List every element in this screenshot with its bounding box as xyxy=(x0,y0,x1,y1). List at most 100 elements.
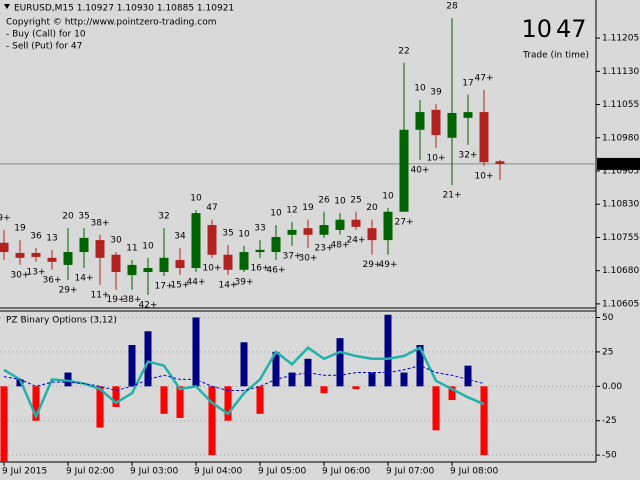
candle-body xyxy=(319,225,329,235)
signal-count-label: 49+ xyxy=(379,260,398,270)
signal-count-label: 17+ xyxy=(155,281,174,291)
histogram-bar xyxy=(272,351,280,387)
signal-count-label: 30 xyxy=(110,236,122,246)
signal-count-label: 10 xyxy=(382,191,394,201)
signal-count-label: 27+ xyxy=(395,217,414,227)
y-tick-label: -25 xyxy=(602,416,617,426)
signal-count-label: 10+ xyxy=(203,263,222,273)
signal-count-label: 30+ xyxy=(11,270,30,280)
candle-body xyxy=(335,219,345,230)
signal-count-label: 47 xyxy=(206,203,217,213)
signal-count-label: 11+ xyxy=(91,290,110,300)
histogram-bar xyxy=(160,386,168,414)
x-tick-label: 9 Jul 06:00 xyxy=(322,467,371,477)
signal-count-label: 10 xyxy=(270,209,282,219)
signal-count-label: 34 xyxy=(174,232,186,242)
signal-count-label: 29+ xyxy=(59,285,78,295)
signal-count-label: 20 xyxy=(62,212,74,222)
collapse-icon[interactable] xyxy=(4,4,10,9)
last-price-box xyxy=(597,157,640,170)
y-tick-label: 1.10905 xyxy=(602,166,639,176)
signal-count-label: 39 xyxy=(430,88,442,98)
candle-body xyxy=(111,254,121,273)
candle-body xyxy=(191,213,201,269)
histogram-bar xyxy=(176,386,184,418)
candle-body xyxy=(255,249,265,253)
candle-body xyxy=(399,129,409,212)
histogram-bar xyxy=(128,345,136,387)
signal-count-label: 38+ xyxy=(123,295,142,305)
candle-body xyxy=(143,268,153,273)
histogram-bar xyxy=(368,372,376,387)
candle-body xyxy=(303,228,313,235)
y-tick-label: 50 xyxy=(602,313,614,323)
signal-count-label: 13 xyxy=(46,233,57,243)
signal-count-label: 37+ xyxy=(283,251,302,261)
candle-body xyxy=(31,252,41,257)
candle-body xyxy=(463,112,473,118)
histogram-bar xyxy=(336,338,344,387)
signal-count-label: 46+ xyxy=(267,266,286,276)
histogram-bar xyxy=(320,386,328,394)
signal-count-label: 10 xyxy=(190,193,202,203)
candle-body xyxy=(79,237,89,253)
candle-body xyxy=(239,252,249,270)
y-tick-label: 1.10830 xyxy=(602,200,639,210)
signal-count-label: 44+ xyxy=(187,278,206,288)
x-tick-label: 9 Jul 05:00 xyxy=(258,467,307,477)
candle-body xyxy=(47,257,57,262)
histogram-bar xyxy=(464,365,472,387)
candle-body xyxy=(271,237,281,253)
signal-count-label: 40+ xyxy=(411,165,430,175)
signal-count-label: 25 xyxy=(350,195,361,205)
signal-count-label: 42+ xyxy=(139,301,158,311)
histogram-bar xyxy=(32,386,40,421)
signal-count-label: 33 xyxy=(254,224,265,234)
histogram-bar xyxy=(16,379,24,387)
candle-body xyxy=(383,211,393,241)
histogram-bar xyxy=(112,386,120,407)
signal-count-label: 35 xyxy=(222,228,233,238)
histogram-bar xyxy=(384,314,392,387)
y-tick-label: 1.11205 xyxy=(602,34,639,44)
x-tick-label: 9 Jul 04:00 xyxy=(194,467,243,477)
candle-body xyxy=(367,228,377,241)
chart-title: EURUSD,M15 1.10927 1.10930 1.10885 1.109… xyxy=(14,4,234,14)
signal-count-label: 36 xyxy=(30,232,42,242)
signal-count-label: 22 xyxy=(398,46,409,56)
signal-count-label: 19 xyxy=(14,224,26,234)
counter-label: Trade (in time) xyxy=(522,51,589,61)
histogram-bar xyxy=(304,358,312,387)
x-tick-label: 9 Jul 07:00 xyxy=(386,467,435,477)
signal-count-label: 9+ xyxy=(0,213,11,223)
signal-count-label: 30+ xyxy=(299,254,318,264)
candle-body xyxy=(287,229,297,235)
y-tick-label: 1.10680 xyxy=(602,266,639,276)
signal-count-label: 47+ xyxy=(475,73,494,83)
signal-count-label: 35 xyxy=(78,212,89,222)
candle-body xyxy=(415,112,425,130)
candle-body xyxy=(63,252,73,265)
candle-body xyxy=(207,225,217,255)
y-tick-label: 1.10980 xyxy=(602,133,639,143)
histogram-bar xyxy=(448,386,456,401)
signal-count-label: 13+ xyxy=(27,267,46,277)
y-tick-label: 1.10605 xyxy=(602,299,639,309)
sell-count: 47 xyxy=(556,15,587,43)
signal-count-label: 32 xyxy=(158,212,169,222)
histogram-bar xyxy=(192,317,200,387)
signal-count-label: 39+ xyxy=(235,278,254,288)
histogram-bar xyxy=(288,372,296,387)
signal-count-label: 38+ xyxy=(91,218,110,228)
signal-count-label: 20 xyxy=(366,203,378,213)
x-tick-label: 9 Jul 08:00 xyxy=(450,467,499,477)
x-tick-label: 9 Jul 03:00 xyxy=(130,467,179,477)
x-tick-label: 9 Jul 2015 xyxy=(2,467,47,477)
indicator-title: PZ Binary Options (3,12) xyxy=(6,316,117,326)
signal-count-label: 24+ xyxy=(347,235,366,245)
candle-body xyxy=(127,264,137,276)
signal-count-label: 28 xyxy=(446,2,458,12)
